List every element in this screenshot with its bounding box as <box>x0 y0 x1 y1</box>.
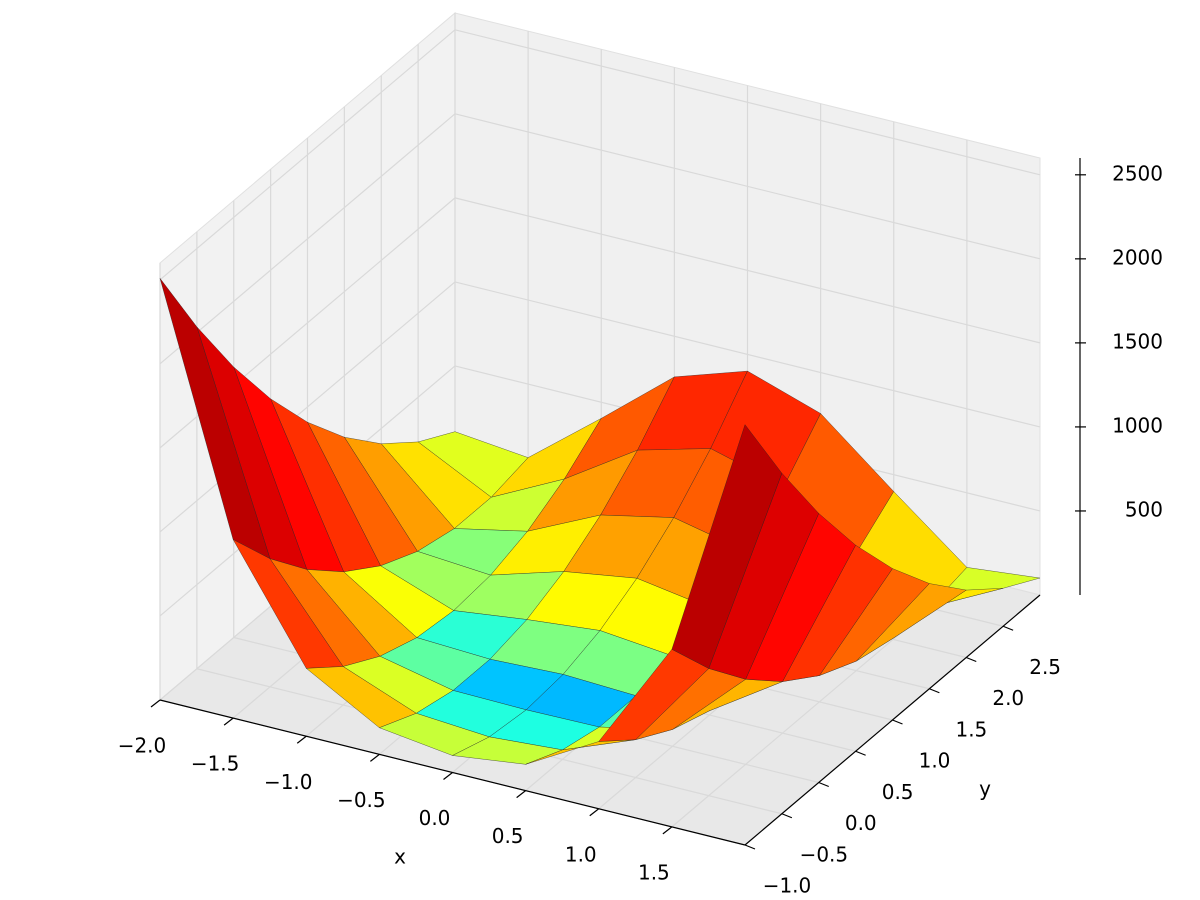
x-tick <box>150 699 161 708</box>
x-tick-label: 0.5 <box>492 824 524 848</box>
y-axis-label: y <box>979 777 991 801</box>
y-tick <box>966 656 977 663</box>
x-tick-label: −1.5 <box>191 752 240 776</box>
x-tick <box>589 808 600 817</box>
y-tick-label: 2.0 <box>992 686 1024 710</box>
x-tick <box>370 753 380 762</box>
y-tick <box>929 688 940 694</box>
x-tick-label: −1.0 <box>264 770 313 794</box>
y-tick-label: 1.5 <box>955 717 987 741</box>
x-tick-label: −0.5 <box>337 788 386 812</box>
z-tick-label: 1000 <box>1112 413 1163 437</box>
grid-line <box>454 29 1041 176</box>
y-tick-label: 1.0 <box>919 749 951 773</box>
x-tick-label: −2.0 <box>118 734 167 758</box>
grid-line <box>454 197 1041 344</box>
grid-line <box>454 113 1041 260</box>
y-tick-label: −0.5 <box>800 842 849 866</box>
z-tick-label: 2000 <box>1112 245 1163 269</box>
y-tick-label: −1.0 <box>763 874 812 898</box>
z-tick-label: 1500 <box>1112 329 1163 353</box>
x-tick-label: 0.0 <box>419 806 451 830</box>
y-tick-label: 0.0 <box>845 811 877 835</box>
x-axis-label: x <box>394 845 406 869</box>
y-tick <box>818 781 829 788</box>
x-tick <box>296 735 307 744</box>
x-tick-label: 1.0 <box>565 842 597 866</box>
y-tick <box>1002 625 1014 631</box>
x-tick <box>223 717 234 726</box>
x-tick-label: 1.5 <box>638 860 670 884</box>
x-tick <box>516 790 526 799</box>
grid-line <box>159 29 456 281</box>
grid-line <box>159 281 456 533</box>
y-tick-label: 2.5 <box>1029 655 1061 679</box>
y-tick <box>781 813 793 819</box>
y-tick <box>744 844 756 850</box>
axes: −2.0−1.5−1.0−0.50.00.51.01.5−1.0−0.50.00… <box>118 158 1163 898</box>
x-tick <box>662 826 673 835</box>
surface-facet <box>671 424 783 669</box>
x-tick <box>443 772 453 780</box>
grid-line <box>454 281 1041 428</box>
y-tick-label: 0.5 <box>882 780 914 804</box>
grid-line <box>159 113 456 365</box>
z-tick-label: 500 <box>1125 497 1163 521</box>
y-tick <box>892 719 903 725</box>
y-tick <box>855 750 866 756</box>
surface <box>159 278 1041 765</box>
z-tick-label: 2500 <box>1112 161 1163 185</box>
